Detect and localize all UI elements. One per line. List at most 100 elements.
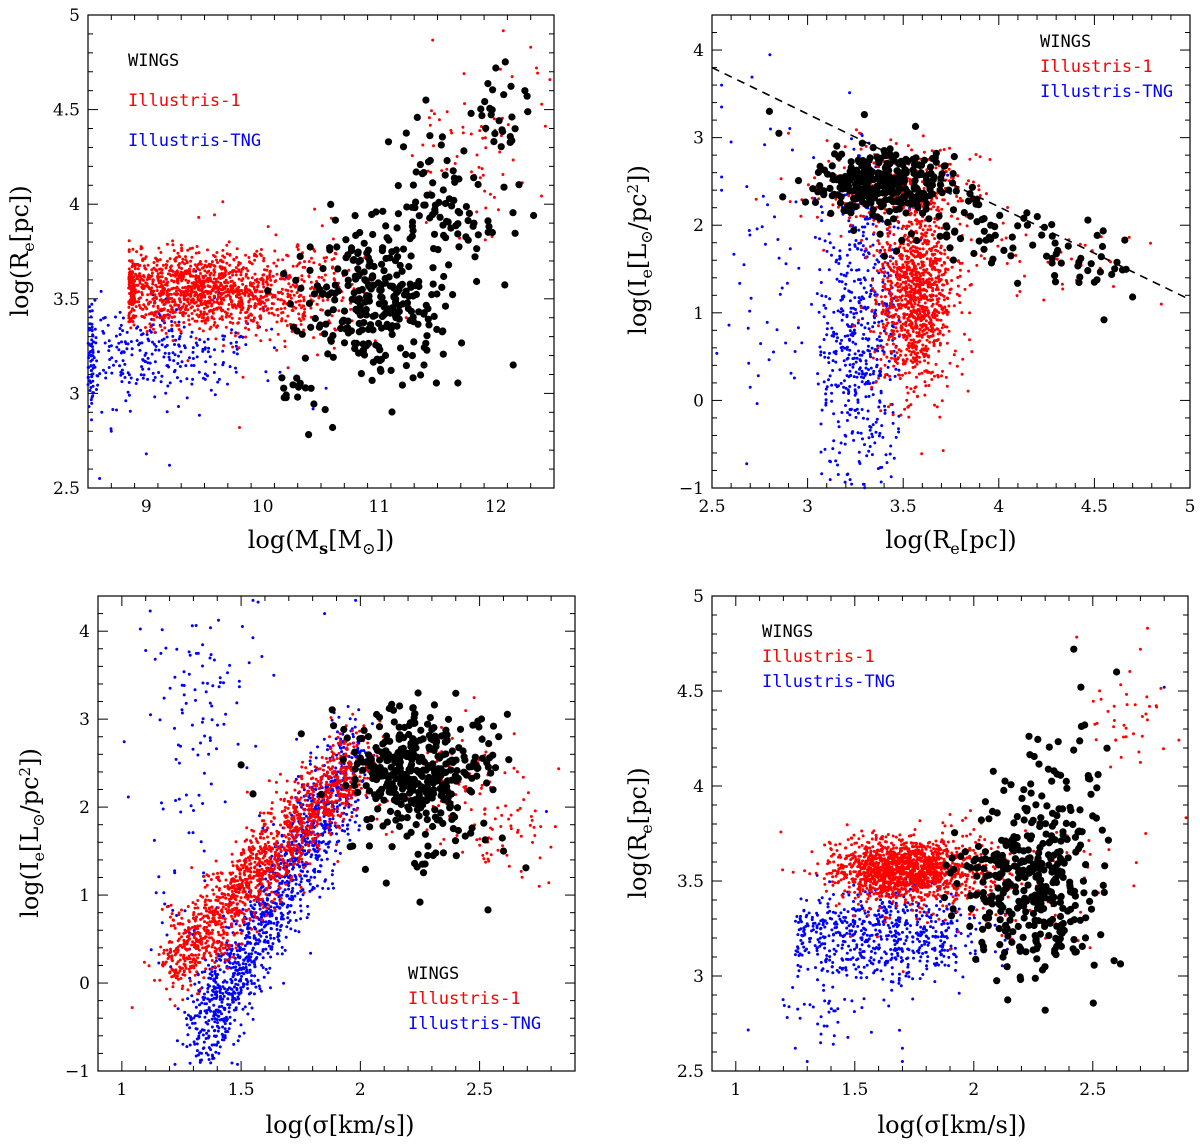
data-point <box>866 321 870 325</box>
data-point <box>947 167 951 171</box>
data-point <box>921 260 925 264</box>
data-point <box>817 310 821 314</box>
data-point <box>927 284 931 288</box>
data-point <box>937 297 941 301</box>
data-point <box>896 219 900 223</box>
data-point <box>153 360 157 364</box>
data-point <box>302 304 306 308</box>
data-point <box>904 297 907 301</box>
data-point <box>907 224 911 228</box>
data-point <box>182 325 186 329</box>
data-point <box>132 278 136 282</box>
data-point <box>187 279 191 283</box>
data-point <box>141 367 145 371</box>
data-point <box>988 158 992 161</box>
data-point <box>756 374 760 378</box>
data-point <box>859 248 863 252</box>
data-point <box>889 403 893 406</box>
data-point <box>881 280 885 284</box>
data-point <box>875 269 879 273</box>
data-point <box>844 182 852 191</box>
data-point <box>965 182 969 186</box>
data-point <box>490 138 498 146</box>
data-point <box>822 351 826 355</box>
data-point <box>286 314 290 318</box>
data-point <box>793 350 797 353</box>
data-point <box>204 321 207 325</box>
data-point <box>109 427 113 431</box>
data-point <box>492 117 496 121</box>
data-point <box>153 293 157 297</box>
data-point <box>164 277 168 280</box>
data-point <box>301 265 305 269</box>
data-point <box>873 441 877 445</box>
data-point <box>854 370 858 374</box>
data-point <box>362 341 371 350</box>
data-point <box>250 293 254 297</box>
data-point <box>917 300 921 304</box>
data-point <box>296 252 304 260</box>
data-point <box>958 196 962 200</box>
data-point <box>851 306 855 310</box>
data-point <box>854 215 858 219</box>
data-point <box>281 258 285 262</box>
data-point <box>159 251 163 254</box>
data-point <box>886 263 890 267</box>
data-point <box>234 370 238 374</box>
data-point <box>929 207 933 211</box>
data-point <box>190 382 194 386</box>
data-point <box>928 273 932 277</box>
data-point <box>213 213 216 217</box>
data-point <box>337 309 341 313</box>
data-point <box>415 282 423 291</box>
data-point <box>838 249 842 253</box>
data-point <box>974 153 978 156</box>
data-point <box>905 385 909 389</box>
data-point <box>848 348 852 352</box>
data-point <box>922 187 926 190</box>
data-point <box>548 78 552 82</box>
data-point <box>272 261 276 265</box>
data-point <box>262 309 266 313</box>
data-point <box>495 117 503 125</box>
data-point <box>316 353 319 357</box>
data-point <box>239 303 243 307</box>
data-point <box>409 181 417 189</box>
legend-illustris-tng: Illustris-TNG <box>1040 82 1173 102</box>
data-point <box>854 128 858 132</box>
data-point <box>290 289 294 293</box>
data-point <box>862 286 866 290</box>
data-point <box>305 299 313 307</box>
data-point <box>779 177 783 181</box>
data-point <box>926 192 934 200</box>
data-point <box>181 257 185 261</box>
data-point <box>334 287 342 295</box>
data-point <box>144 313 148 317</box>
data-point <box>956 174 960 178</box>
data-point <box>351 345 359 353</box>
data-point <box>155 297 158 301</box>
data-point <box>210 289 214 293</box>
data-point <box>132 275 136 279</box>
data-point <box>920 219 924 223</box>
data-point <box>321 299 325 302</box>
data-point <box>145 282 149 286</box>
data-point <box>100 410 104 414</box>
data-point <box>179 270 183 274</box>
data-point <box>411 204 419 212</box>
data-point <box>945 341 949 345</box>
data-point <box>910 148 914 152</box>
data-point <box>339 316 348 324</box>
data-point <box>381 351 390 359</box>
data-point <box>228 263 232 267</box>
y-tick-label: 0 <box>693 391 704 411</box>
data-point <box>946 202 950 206</box>
data-point <box>206 374 209 378</box>
data-point <box>224 325 228 329</box>
data-point <box>463 102 466 106</box>
data-point <box>915 222 919 226</box>
data-point <box>872 369 876 373</box>
data-point <box>922 150 926 154</box>
data-point <box>889 298 893 302</box>
data-point <box>194 275 198 279</box>
